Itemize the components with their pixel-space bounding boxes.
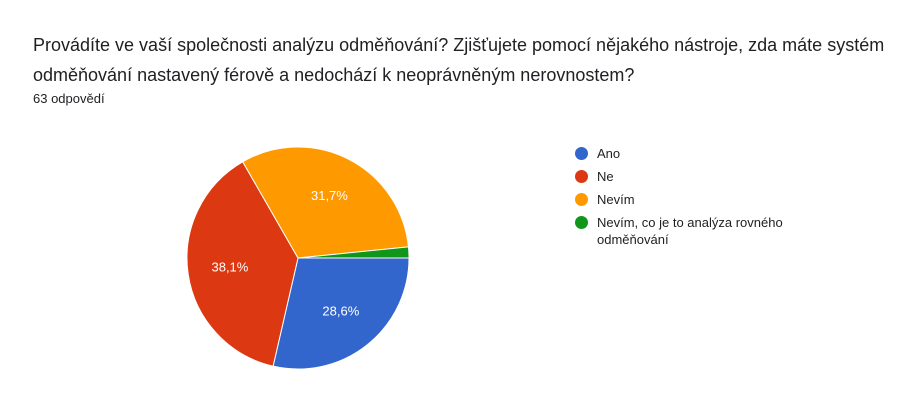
chart-title: Provádíte ve vaší společnosti analýzu od… bbox=[33, 35, 885, 85]
legend: Ano Ne Nevím Nevím, co je to analýza rovnéh… bbox=[572, 145, 802, 254]
legend-item: Ne bbox=[572, 168, 802, 185]
pie-slice bbox=[186, 161, 299, 367]
chart-subtitle: 63 odpovědí bbox=[33, 91, 105, 106]
legend-label: Ne bbox=[597, 169, 614, 184]
legend-marker bbox=[575, 193, 588, 206]
legend-label: Ano bbox=[597, 146, 621, 161]
legend-item: Nevím bbox=[572, 191, 802, 208]
data-label: 31,7% bbox=[311, 188, 348, 203]
legend-label: Nevím bbox=[597, 192, 635, 207]
data-label: 38,1% bbox=[211, 260, 248, 275]
legend-marker bbox=[575, 147, 588, 160]
legend-item: Ano bbox=[572, 145, 802, 162]
legend-marker bbox=[575, 216, 588, 229]
legend-marker bbox=[575, 170, 588, 183]
pie-slice bbox=[272, 257, 410, 370]
legend-item: Nevím, co je to analýza rovného odměňová… bbox=[572, 214, 802, 248]
pie-slice bbox=[242, 146, 409, 259]
legend-label: Nevím, co je to analýza rovného odměňová… bbox=[597, 215, 783, 247]
pie-slice bbox=[297, 246, 410, 259]
data-label: 28,6% bbox=[322, 303, 359, 318]
